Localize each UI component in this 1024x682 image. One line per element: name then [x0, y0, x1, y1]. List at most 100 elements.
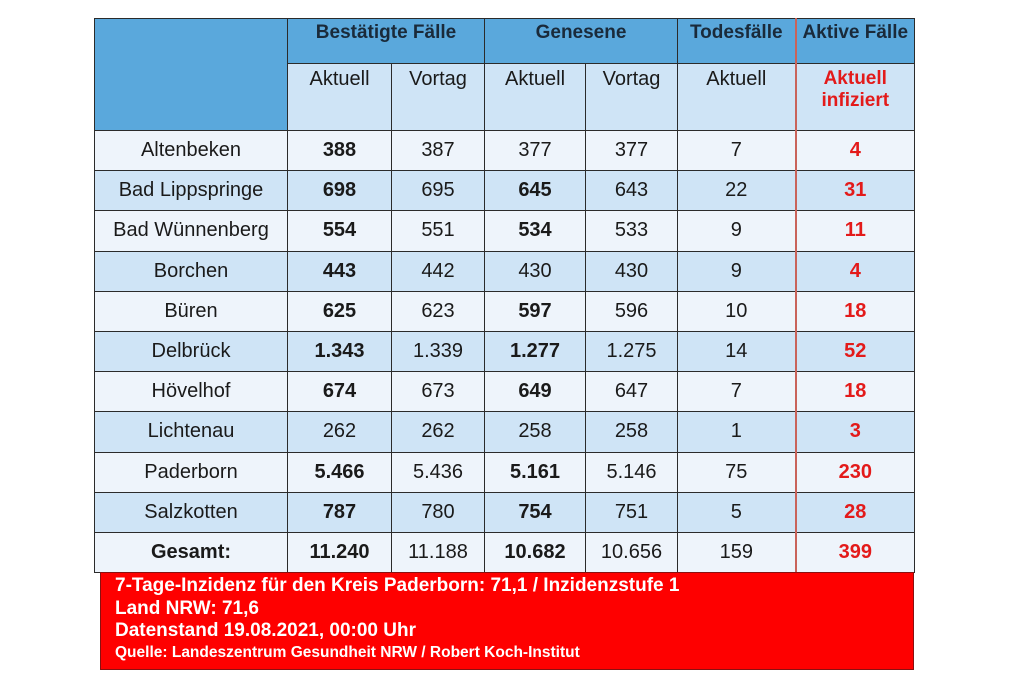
deaths-current: 75 [677, 451, 797, 493]
municipality-name: Paderborn [94, 451, 288, 493]
total-active-infected: 399 [794, 531, 916, 574]
active-infected: 28 [794, 491, 916, 533]
confirmed-previous: 780 [391, 491, 485, 533]
corner-blank-cell [94, 18, 288, 131]
subheader-genesen-aktuell: Aktuell [484, 63, 586, 131]
deaths-current: 7 [677, 129, 797, 172]
subheader-tod-aktuell: Aktuell [677, 63, 797, 131]
total-recovered-current: 10.682 [484, 531, 586, 574]
subheader-aktiv-line2: infiziert [821, 90, 890, 111]
header-genesene: Genesene [483, 18, 679, 64]
table-row-salzkotten: Salzkotten 787 780 754 751 5 28 [94, 491, 916, 533]
total-recovered-previous: 10.656 [584, 531, 679, 574]
recovered-previous: 258 [584, 411, 679, 453]
confirmed-current: 388 [287, 129, 392, 172]
recovered-previous: 751 [584, 491, 679, 533]
recovered-current: 1.277 [484, 330, 586, 373]
data-timestamp-text: Datenstand 19.08.2021, 00:00 Uhr [115, 620, 416, 641]
active-infected: 4 [794, 250, 916, 292]
active-infected: 18 [794, 290, 916, 332]
municipality-name: Bad Lippspringe [94, 170, 288, 212]
municipality-name: Altenbeken [94, 129, 288, 172]
active-infected: 11 [794, 210, 916, 252]
confirmed-current: 1.343 [287, 330, 392, 373]
recovered-previous: 1.275 [584, 330, 679, 373]
recovered-previous: 643 [584, 170, 679, 212]
confirmed-current: 625 [287, 290, 392, 332]
header-todesfaelle: Todesfälle [677, 18, 797, 64]
recovered-current: 534 [484, 210, 586, 252]
confirmed-current: 554 [287, 210, 392, 252]
active-infected: 230 [794, 451, 916, 493]
table-row-delbrueck: Delbrück 1.343 1.339 1.277 1.275 14 52 [94, 330, 916, 373]
recovered-current: 649 [484, 371, 586, 413]
table-row-total: Gesamt: 11.240 11.188 10.682 10.656 159 … [94, 531, 916, 574]
recovered-current: 377 [484, 129, 586, 172]
deaths-current: 9 [677, 210, 797, 252]
header-bestaetigte-faelle: Bestätigte Fälle [287, 18, 485, 64]
total-deaths-current: 159 [677, 531, 797, 574]
municipality-name: Lichtenau [94, 411, 288, 453]
municipality-name: Büren [94, 290, 288, 332]
recovered-current: 645 [484, 170, 586, 212]
subheader-aktiv-line1: Aktuell [823, 68, 887, 89]
municipality-name: Bad Wünnenberg [94, 210, 288, 252]
confirmed-current: 262 [287, 411, 392, 453]
recovered-previous: 5.146 [584, 451, 679, 493]
confirmed-current: 698 [287, 170, 392, 212]
header-sub-row: Aktuell Vortag Aktuell Vortag Aktuell Ak… [95, 63, 916, 131]
total-label: Gesamt: [94, 531, 288, 574]
table-row-borchen: Borchen 443 442 430 430 9 4 [94, 250, 916, 292]
subheader-aktiv-infiziert: Aktuell infiziert [794, 63, 916, 131]
table-row-bad-lippspringe: Bad Lippspringe 698 695 645 643 22 31 [94, 170, 916, 212]
header-aktive-faelle: Aktive Fälle [794, 18, 916, 64]
municipality-name: Hövelhof [94, 371, 288, 413]
covid-statistics-table: Bestätigte Fälle Genesene Todesfälle Akt… [94, 18, 916, 574]
recovered-previous: 430 [584, 250, 679, 292]
deaths-current: 10 [677, 290, 797, 332]
confirmed-current: 443 [287, 250, 392, 292]
recovered-previous: 533 [584, 210, 679, 252]
confirmed-previous: 1.339 [391, 330, 485, 373]
recovered-previous: 377 [584, 129, 679, 172]
table-row-lichtenau: Lichtenau 262 262 258 258 1 3 [94, 411, 916, 453]
total-confirmed-previous: 11.188 [391, 531, 485, 574]
header-group-row: Bestätigte Fälle Genesene Todesfälle Akt… [94, 18, 916, 131]
confirmed-previous: 262 [391, 411, 485, 453]
recovered-current: 597 [484, 290, 586, 332]
confirmed-previous: 673 [391, 371, 485, 413]
confirmed-previous: 695 [391, 170, 485, 212]
recovered-previous: 647 [584, 371, 679, 413]
confirmed-previous: 551 [391, 210, 485, 252]
subheader-bestaetigt-aktuell: Aktuell [287, 63, 392, 131]
table-row-hoevelhof: Hövelhof 674 673 649 647 7 18 [94, 371, 916, 413]
recovered-current: 5.161 [484, 451, 586, 493]
active-infected: 31 [794, 170, 916, 212]
table-row-altenbeken: Altenbeken 388 387 377 377 7 4 [94, 129, 916, 172]
deaths-current: 7 [677, 371, 797, 413]
deaths-current: 22 [677, 170, 797, 212]
deaths-current: 9 [677, 250, 797, 292]
active-infected: 52 [794, 330, 916, 373]
total-confirmed-current: 11.240 [287, 531, 392, 574]
subheader-genesen-vortag: Vortag [584, 63, 679, 131]
municipality-name: Delbrück [94, 330, 288, 373]
confirmed-previous: 623 [391, 290, 485, 332]
municipality-name: Borchen [94, 250, 288, 292]
confirmed-current: 674 [287, 371, 392, 413]
table-row-bad-wuennenberg: Bad Wünnenberg 554 551 534 533 9 11 [94, 210, 916, 252]
table-row-bueren: Büren 625 623 597 596 10 18 [94, 290, 916, 332]
subheader-bestaetigt-vortag: Vortag [391, 63, 485, 131]
deaths-current: 5 [677, 491, 797, 533]
recovered-current: 258 [484, 411, 586, 453]
source-text: Quelle: Landeszentrum Gesundheit NRW / R… [115, 643, 580, 661]
recovered-current: 754 [484, 491, 586, 533]
municipality-name: Salzkotten [94, 491, 288, 533]
active-infected: 18 [794, 371, 916, 413]
deaths-current: 1 [677, 411, 797, 453]
active-infected: 3 [794, 411, 916, 453]
confirmed-current: 787 [287, 491, 392, 533]
recovered-current: 430 [484, 250, 586, 292]
confirmed-previous: 387 [391, 129, 485, 172]
active-infected: 4 [794, 129, 916, 172]
